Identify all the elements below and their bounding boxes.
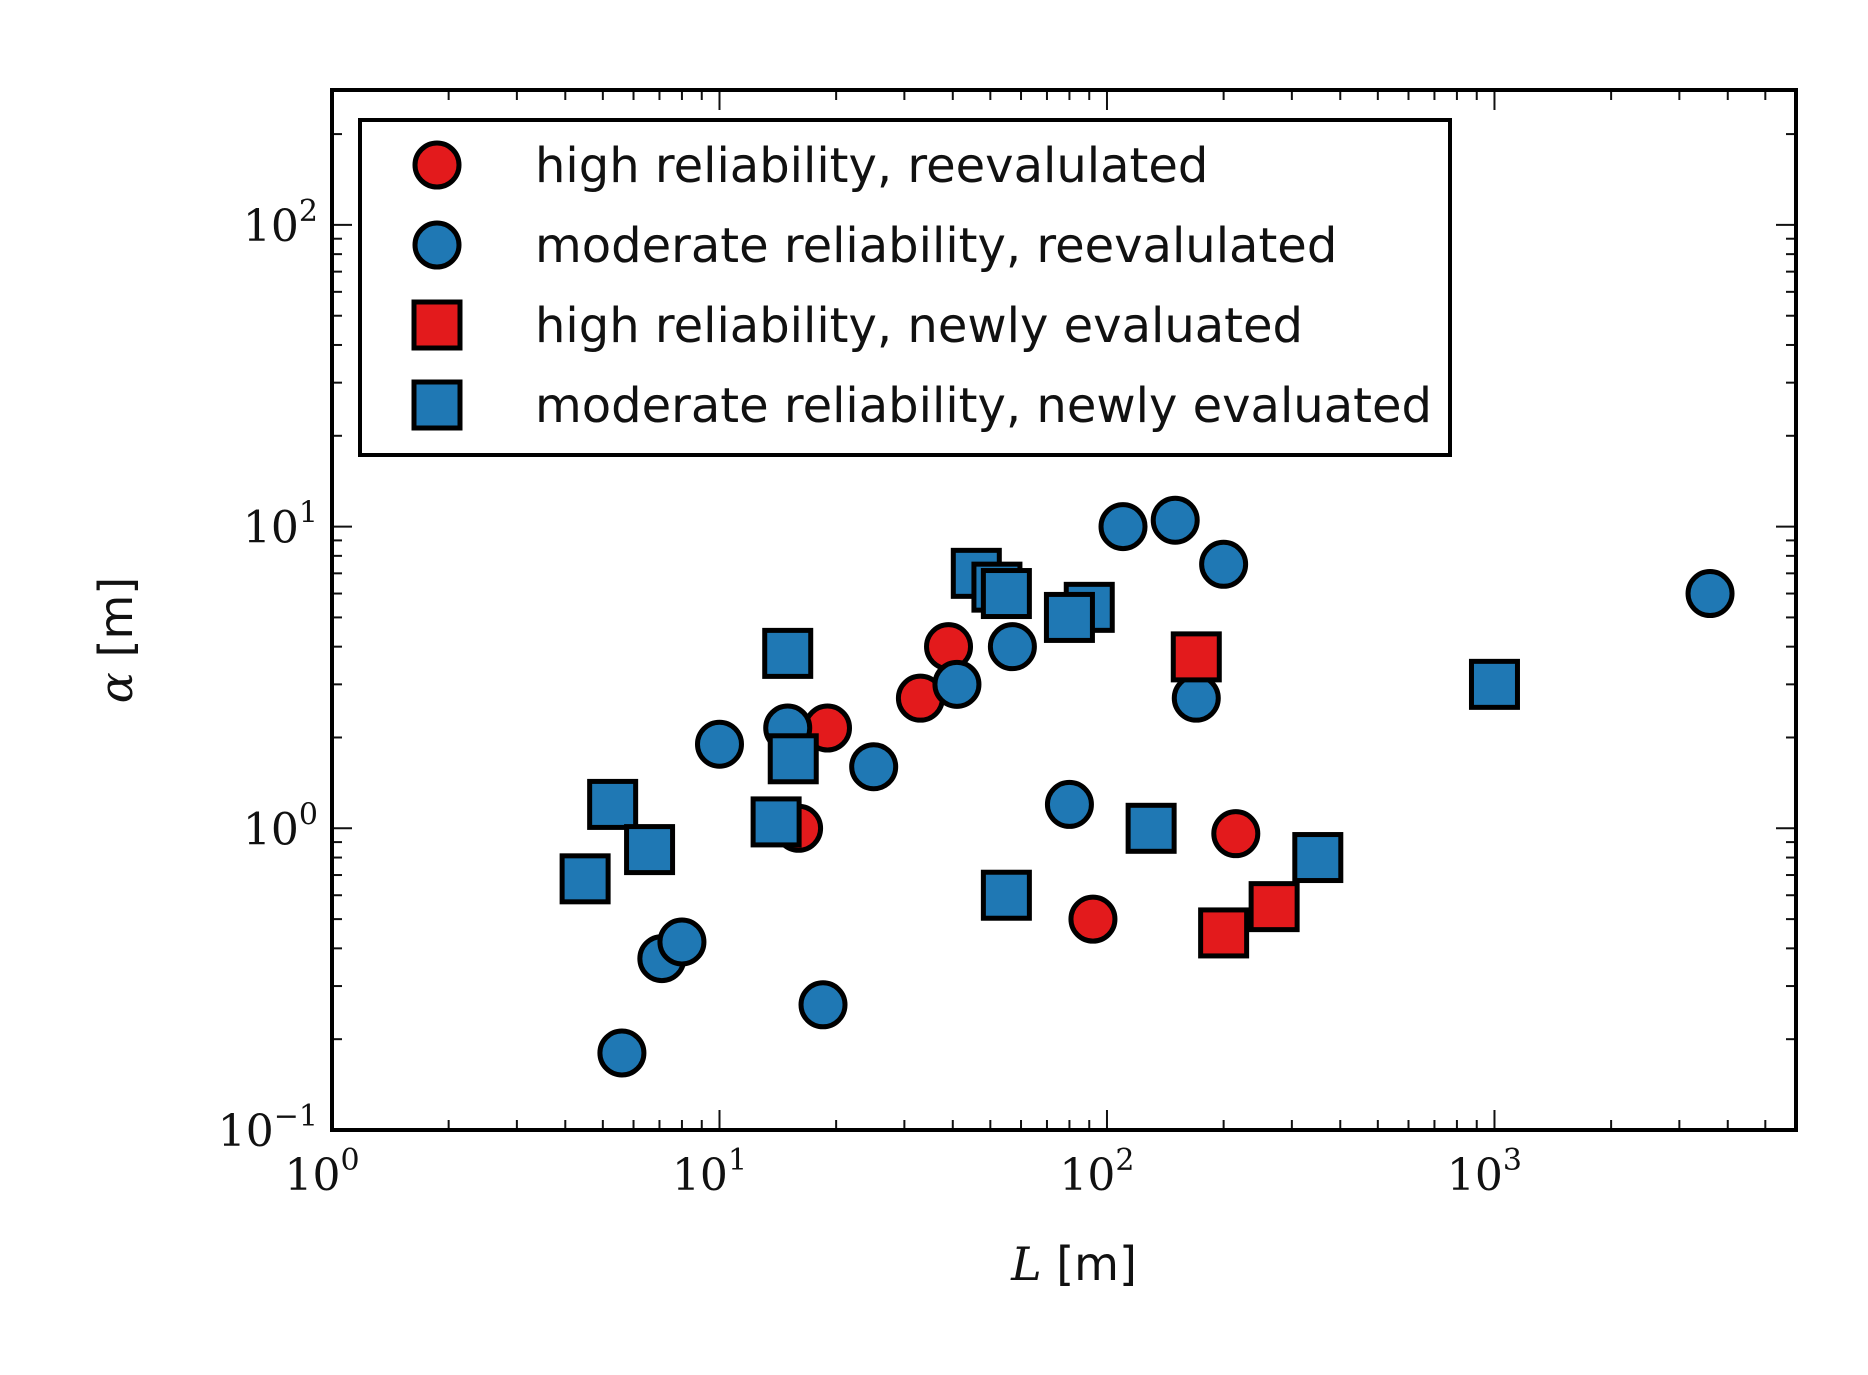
x-tick-label: 101: [672, 1143, 747, 1201]
point-circle: [1199, 539, 1249, 589]
point-circle: [798, 980, 848, 1030]
y-tick-label: 10−1: [218, 1099, 318, 1157]
y-tick-label: 102: [243, 194, 318, 252]
point-square: [750, 796, 802, 848]
point-circle: [1044, 779, 1094, 829]
point-circle: [657, 917, 707, 967]
legend-marker-circle: [412, 140, 462, 190]
y-axis-label-group: α [m]: [89, 577, 143, 703]
legend-label: high reliability, newly evaluated: [535, 298, 1303, 354]
point-square: [980, 568, 1032, 620]
point-circle: [1211, 809, 1261, 859]
legend-marker-circle: [412, 220, 462, 270]
data-points: [559, 495, 1735, 1078]
x-axis-label: L [m]: [1010, 1237, 1137, 1291]
legend-label: moderate reliability, reevalulated: [535, 218, 1337, 274]
point-circle: [1150, 495, 1200, 545]
point-square: [587, 778, 639, 830]
point-square: [1170, 631, 1222, 683]
point-square: [1198, 907, 1250, 959]
x-tick-label: 102: [1059, 1143, 1134, 1201]
point-circle: [849, 742, 899, 792]
legend-box: [358, 118, 1452, 457]
point-circle: [1685, 569, 1735, 619]
x-tick-label: 103: [1447, 1143, 1522, 1201]
y-tick-label: 100: [243, 797, 318, 855]
x-tick-label: 100: [284, 1143, 359, 1201]
point-square: [1125, 802, 1177, 854]
point-square: [767, 733, 819, 785]
point-square: [762, 627, 814, 679]
point-square: [1043, 591, 1095, 643]
point-circle: [1098, 502, 1148, 552]
point-circle: [1068, 894, 1118, 944]
plot-frame: [330, 88, 1798, 1132]
point-circle: [932, 659, 982, 709]
legend-label: moderate reliability, newly evaluated: [535, 378, 1432, 434]
point-square: [1468, 658, 1520, 710]
legend: high reliability, reevalulated moderate r…: [358, 118, 1452, 457]
point-circle: [987, 622, 1037, 672]
legend-marker-square: [411, 379, 463, 431]
point-circle: [597, 1028, 647, 1078]
point-square: [980, 869, 1032, 921]
point-square: [624, 824, 676, 876]
y-axis-label: α [m]: [89, 577, 143, 703]
point-square: [559, 853, 611, 905]
legend-marker-square: [411, 299, 463, 351]
point-square: [1292, 832, 1344, 884]
y-tick-label: 101: [243, 496, 318, 554]
point-circle: [694, 719, 744, 769]
point-circle: [1171, 673, 1221, 723]
point-square: [1248, 881, 1300, 933]
legend-label: high reliability, reevalulated: [535, 138, 1208, 194]
